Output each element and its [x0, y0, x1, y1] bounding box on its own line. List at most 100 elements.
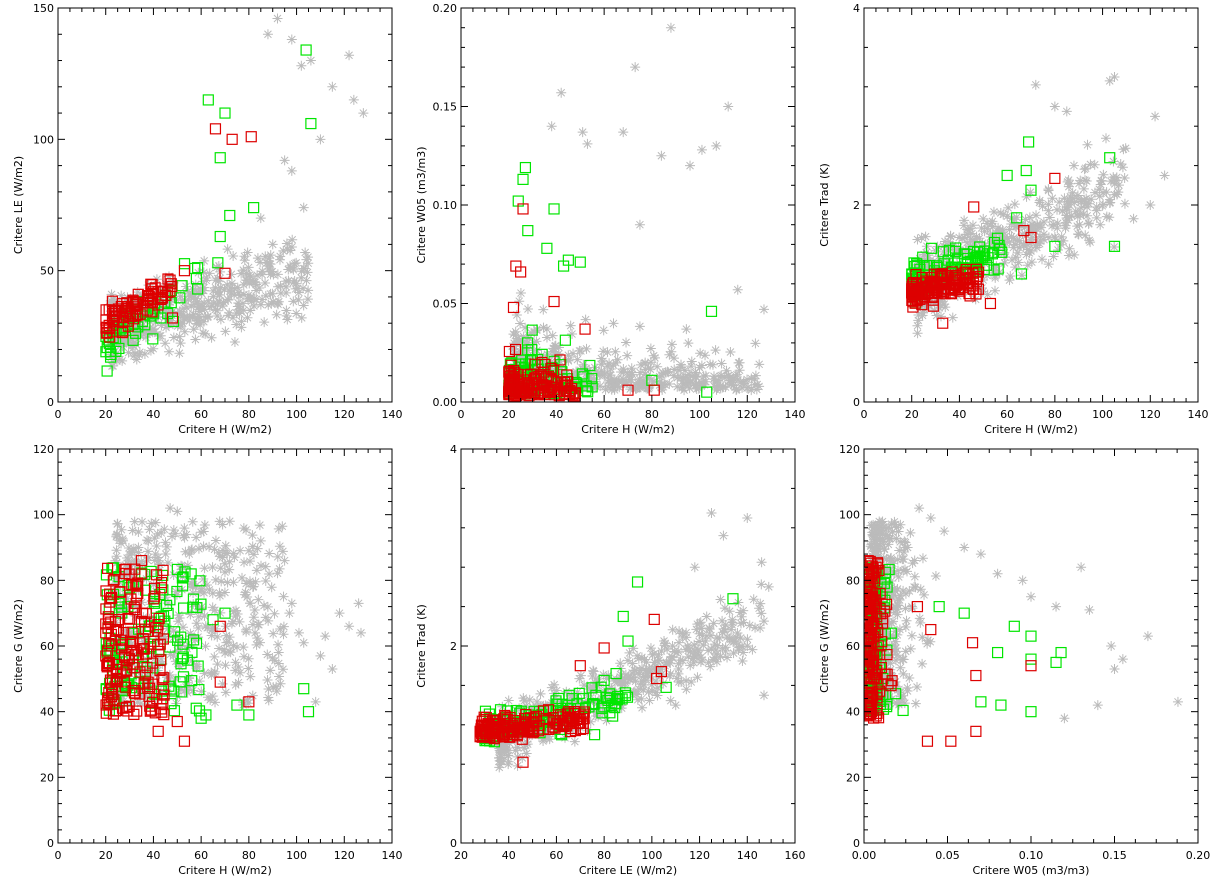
data-point-asterisk	[281, 305, 292, 316]
data-point-asterisk	[163, 300, 174, 310]
data-point-square	[139, 669, 151, 681]
data-point-asterisk	[244, 556, 255, 567]
data-point-asterisk	[1004, 224, 1015, 235]
data-point-square	[114, 586, 126, 598]
data-point-asterisk	[716, 370, 727, 381]
data-point-asterisk	[152, 528, 163, 539]
data-point-asterisk	[957, 233, 968, 244]
data-point-asterisk	[708, 371, 719, 382]
data-point-asterisk	[634, 373, 645, 384]
data-point-square	[1104, 152, 1116, 164]
data-point-square	[927, 275, 939, 287]
data-point-asterisk	[124, 627, 135, 638]
series-3	[100, 123, 257, 343]
data-point-asterisk	[746, 385, 757, 396]
data-point-square	[193, 684, 205, 696]
data-point-asterisk	[1007, 254, 1018, 265]
data-point-asterisk	[200, 328, 211, 339]
data-point-asterisk	[106, 352, 117, 363]
data-point-asterisk	[291, 257, 302, 268]
data-point-asterisk	[538, 304, 549, 315]
data-point-asterisk	[173, 610, 184, 621]
data-point-asterisk	[510, 745, 521, 756]
data-point-square	[928, 279, 940, 291]
series-1	[865, 503, 1183, 724]
data-point-square	[522, 225, 534, 237]
data-point-square	[155, 582, 167, 594]
data-point-square	[209, 123, 222, 135]
data-point-asterisk	[274, 563, 285, 574]
data-point-asterisk	[215, 563, 226, 574]
data-point-asterisk	[751, 384, 762, 395]
data-point-asterisk	[998, 232, 1009, 243]
data-point-asterisk	[884, 640, 895, 651]
data-point-asterisk	[348, 94, 359, 105]
data-point-asterisk	[627, 369, 638, 380]
data-point-asterisk	[636, 652, 647, 663]
data-point-asterisk	[184, 311, 195, 322]
data-point-square	[152, 619, 164, 631]
data-point-asterisk	[692, 619, 703, 630]
data-point-asterisk	[691, 378, 702, 389]
data-point-asterisk	[880, 630, 891, 641]
data-point-asterisk	[606, 684, 617, 695]
data-point-asterisk	[882, 563, 893, 574]
data-point-square	[519, 161, 532, 174]
data-point-asterisk	[298, 202, 309, 213]
data-point-asterisk	[938, 241, 949, 252]
data-point-asterisk	[168, 625, 179, 636]
data-point-square	[510, 384, 523, 396]
x-tick-label: 60	[194, 408, 208, 421]
data-point-square	[655, 666, 667, 678]
data-point-asterisk	[216, 576, 227, 587]
data-point-asterisk	[564, 696, 575, 707]
data-point-square	[192, 262, 204, 274]
data-point-square	[126, 578, 138, 590]
data-point-asterisk	[754, 381, 765, 392]
data-point-asterisk	[1010, 262, 1021, 273]
plot-data	[100, 503, 366, 747]
data-point-asterisk	[881, 553, 892, 564]
data-point-asterisk	[153, 296, 164, 307]
data-point-square	[156, 706, 168, 718]
data-point-asterisk	[556, 362, 567, 373]
data-point-square	[515, 266, 527, 278]
data-point-asterisk	[624, 370, 635, 381]
data-point-square	[177, 580, 189, 592]
data-point-asterisk	[1080, 163, 1091, 174]
data-point-asterisk	[866, 520, 877, 531]
data-point-asterisk	[992, 568, 1003, 579]
data-point-asterisk	[253, 594, 264, 605]
data-point-asterisk	[206, 301, 217, 312]
data-point-asterisk	[1031, 210, 1042, 221]
data-point-asterisk	[199, 304, 210, 315]
data-point-asterisk	[1002, 233, 1013, 244]
data-point-square	[1015, 268, 1028, 280]
data-point-asterisk	[1034, 195, 1045, 206]
data-point-asterisk	[632, 650, 643, 661]
data-point-asterisk	[645, 671, 656, 682]
data-point-asterisk	[256, 560, 267, 571]
data-point-square	[135, 568, 147, 580]
data-point-asterisk	[1074, 219, 1085, 230]
data-point-asterisk	[225, 282, 236, 293]
data-point-asterisk	[154, 573, 165, 584]
data-point-asterisk	[140, 663, 151, 674]
data-point-asterisk	[596, 359, 607, 370]
data-point-asterisk	[182, 677, 193, 688]
data-point-asterisk	[637, 676, 648, 687]
data-point-asterisk	[1005, 271, 1016, 282]
data-point-asterisk	[1010, 239, 1021, 250]
data-point-asterisk	[685, 376, 696, 387]
data-point-asterisk	[223, 310, 234, 321]
x-tick-label: 160	[785, 849, 806, 862]
data-point-asterisk	[219, 567, 230, 578]
data-point-asterisk	[278, 591, 289, 602]
data-point-square	[129, 603, 141, 616]
data-point-asterisk	[712, 640, 723, 651]
data-point-asterisk	[277, 546, 288, 557]
data-point-asterisk	[924, 300, 935, 311]
data-point-asterisk	[175, 684, 186, 695]
data-point-asterisk	[617, 677, 628, 688]
data-point-asterisk	[269, 655, 280, 666]
